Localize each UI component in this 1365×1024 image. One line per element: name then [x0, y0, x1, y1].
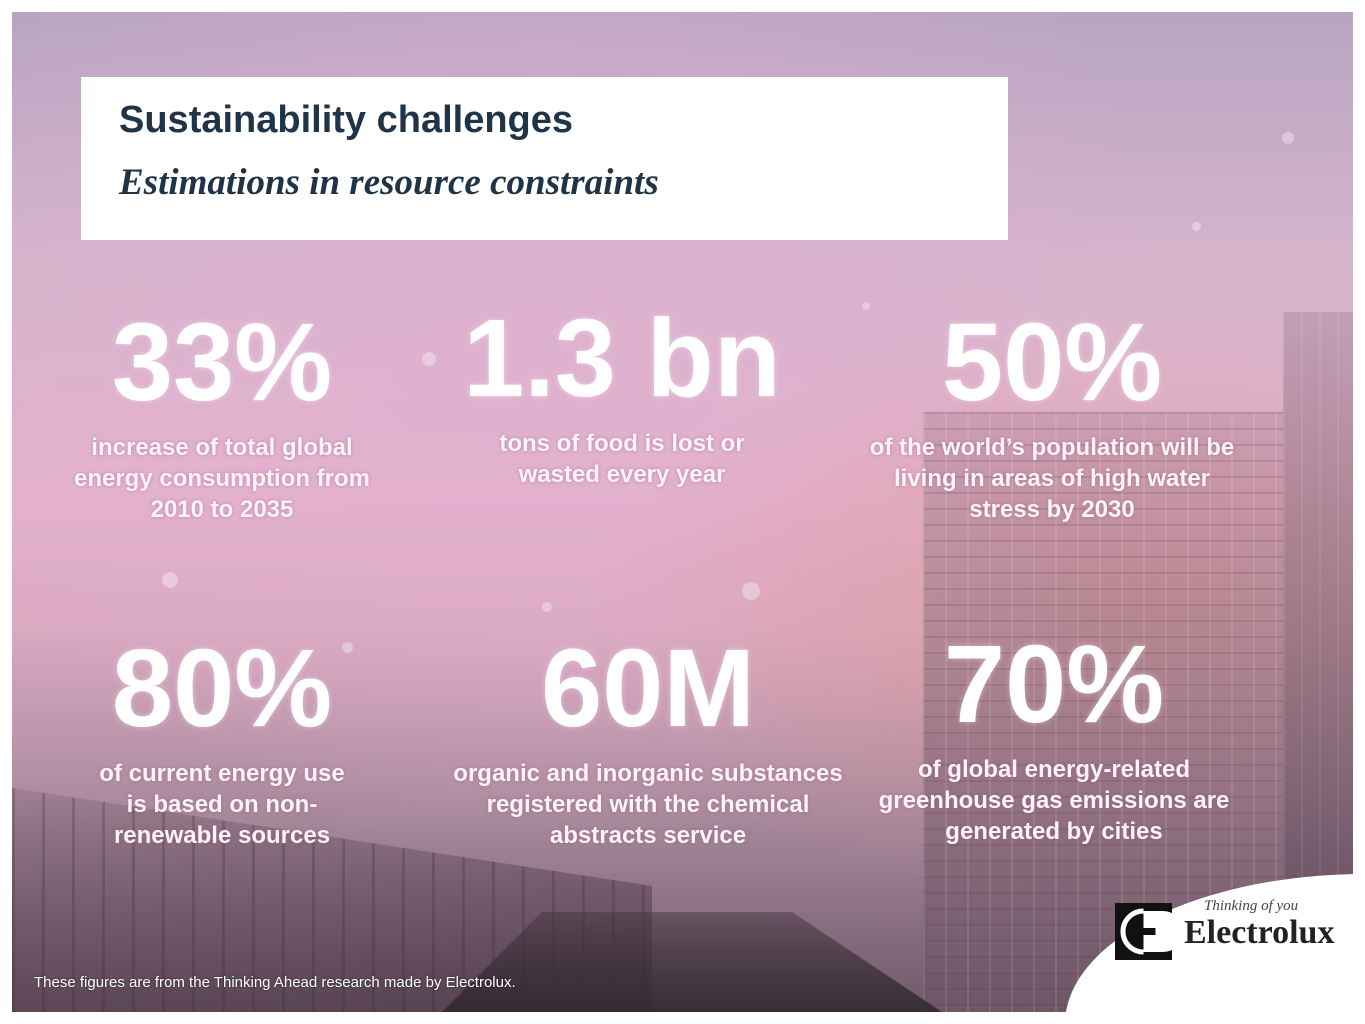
- bokeh-light: [742, 582, 760, 600]
- source-footnote: These figures are from the Thinking Ahea…: [34, 974, 516, 991]
- stat-food-waste: 1.3 bn tons of food is lost or wasted ev…: [452, 304, 792, 490]
- bokeh-light: [422, 352, 436, 366]
- title-box: Sustainability challenges Estimations in…: [81, 77, 1008, 240]
- stat-description: increase of total global energy consumpt…: [73, 434, 371, 523]
- stat-value: 80%: [111, 627, 333, 750]
- stat-value: 70%: [943, 623, 1165, 746]
- stat-non-renewable: 80% of current energy use is based on no…: [67, 634, 377, 851]
- slide: Sustainability challenges Estimations in…: [12, 12, 1353, 1012]
- stat-value: 33%: [111, 301, 333, 424]
- slide-subtitle: Estimations in resource constraints: [119, 162, 659, 203]
- stat-description: of current energy use is based on non-re…: [99, 760, 345, 849]
- bokeh-light: [1282, 132, 1294, 144]
- stat-value: 50%: [941, 301, 1163, 424]
- stat-value: 1.3 bn: [463, 297, 781, 420]
- brand-tagline: Thinking of you: [1204, 898, 1299, 914]
- stat-water-stress: 50% of the world’s population will be li…: [862, 308, 1242, 525]
- bokeh-light: [162, 572, 178, 588]
- bokeh-light: [1192, 222, 1201, 231]
- stat-city-emissions: 70% of global energy-related greenhouse …: [874, 630, 1234, 847]
- bokeh-light: [542, 602, 552, 612]
- stat-value: 60M: [541, 627, 755, 750]
- slide-title: Sustainability challenges: [119, 99, 574, 141]
- stat-description: organic and inorganic substances registe…: [453, 760, 843, 849]
- stat-energy-consumption: 33% increase of total global energy cons…: [67, 308, 377, 525]
- stat-description: of the world’s population will be living…: [869, 434, 1235, 523]
- electrolux-logo-icon: [1115, 903, 1184, 960]
- brand-wordmark: Electrolux: [1184, 914, 1335, 951]
- stat-description: of global energy-related greenhouse gas …: [878, 756, 1230, 845]
- bokeh-light: [862, 302, 870, 310]
- bokeh-light: [342, 642, 353, 653]
- stat-description: tons of food is lost or wasted every yea…: [499, 430, 745, 488]
- stat-substances: 60M organic and inorganic substances reg…: [450, 634, 846, 851]
